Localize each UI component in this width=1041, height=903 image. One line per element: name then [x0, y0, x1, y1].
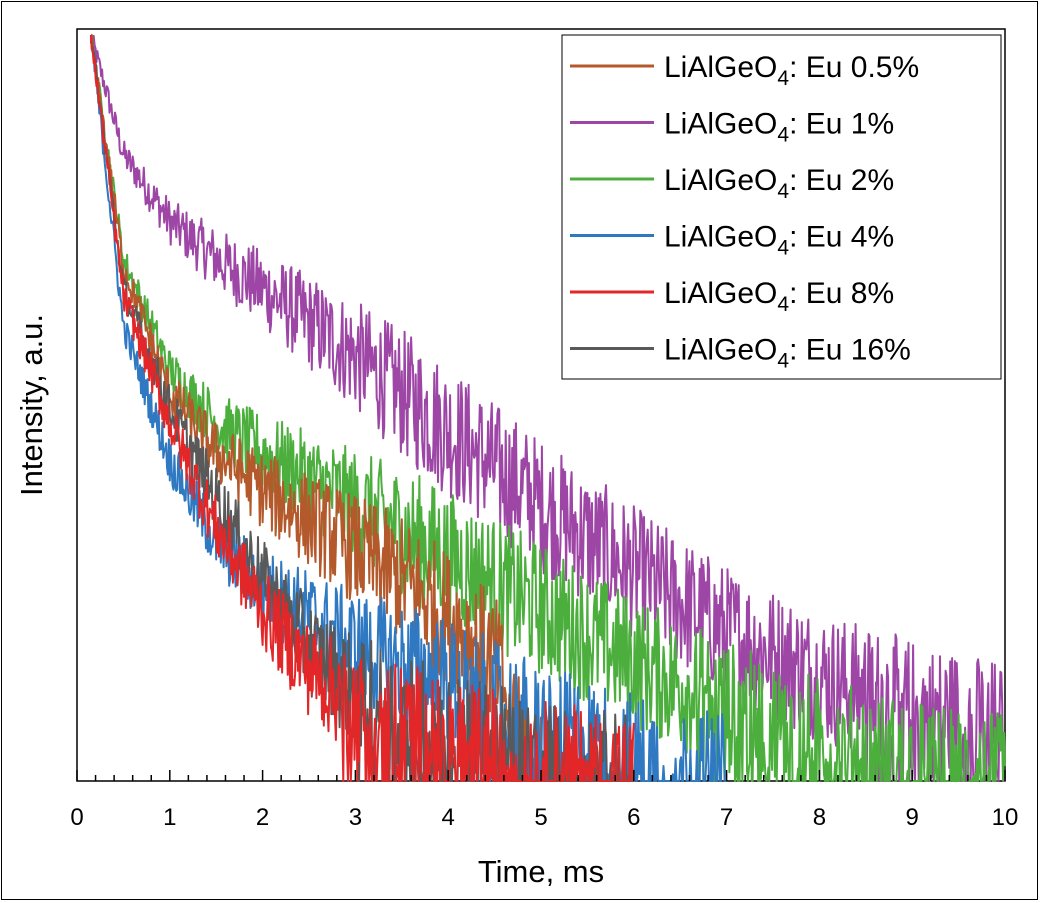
x-tick-label: 6	[627, 804, 640, 831]
legend-label: LiAlGeO4: Eu 16%	[664, 334, 911, 373]
legend-label: LiAlGeO4: Eu 8%	[664, 277, 894, 316]
x-tick-label: 3	[349, 804, 362, 831]
x-tick-label: 5	[534, 804, 547, 831]
legend-label: LiAlGeO4: Eu 4%	[664, 221, 894, 260]
x-tick-label: 10	[992, 804, 1019, 831]
x-tick-label: 0	[70, 804, 83, 831]
legend: LiAlGeO4: Eu 0.5% LiAlGeO4: Eu 1% LiAlGeO4…	[561, 34, 1002, 380]
legend-label: LiAlGeO4: Eu 2%	[664, 164, 894, 203]
x-tick-label: 7	[720, 804, 733, 831]
series-layer	[89, 34, 1006, 782]
x-ticks	[76, 770, 1006, 781]
series-line	[89, 39, 1006, 782]
x-tick-label: 1	[163, 804, 176, 831]
legend-label: LiAlGeO4: Eu 1%	[664, 108, 894, 147]
series-line	[89, 34, 635, 782]
series-line	[89, 34, 1006, 782]
legend-box	[561, 34, 1002, 380]
x-tick-label: 4	[442, 804, 455, 831]
legend-label: LiAlGeO4: Eu 0.5%	[664, 51, 919, 90]
x-tick-label: 9	[906, 804, 919, 831]
x-tick-labels: 0 1 2 3 4 5 6 7 8 9 10	[70, 804, 1018, 831]
x-axis-title: Time, ms	[478, 854, 604, 889]
x-tick-label: 2	[256, 804, 269, 831]
x-tick-label: 8	[813, 804, 826, 831]
y-axis-title: Intensity, a.u.	[14, 314, 49, 496]
